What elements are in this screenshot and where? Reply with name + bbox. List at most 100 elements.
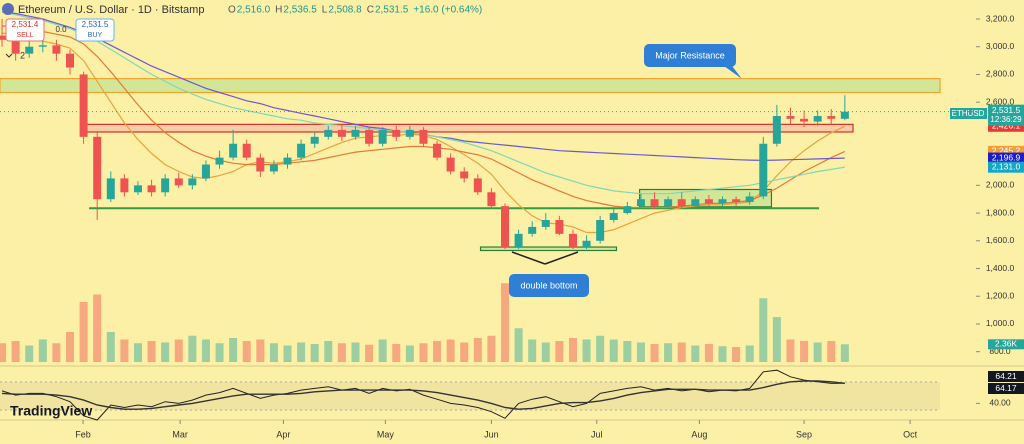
candle-body (297, 143, 306, 158)
candle-body (419, 129, 428, 144)
volume-bar (201, 339, 210, 362)
zone (80, 123, 854, 133)
ticker-tag (950, 108, 987, 119)
x-tick-label: May (377, 429, 395, 439)
x-tick-label: Sep (796, 429, 812, 439)
candle-body (541, 220, 550, 227)
x-tick-label: Jul (591, 429, 603, 439)
volume-bar (66, 332, 75, 362)
volume-bar (732, 347, 741, 362)
volume-bar (79, 302, 88, 362)
volume-bar (11, 341, 20, 362)
volume-bar (800, 341, 809, 362)
candle-body (704, 199, 713, 204)
volume-bar (242, 341, 251, 362)
candle-body (568, 233, 577, 248)
price-tag-label: 2,131.0 (992, 161, 1021, 171)
spread: 0.0 (55, 25, 67, 34)
price-tag-label: 2.36K (995, 339, 1018, 349)
ohlc-item: +16.0 (+0.64%) (413, 5, 482, 16)
volume-bar (38, 339, 47, 362)
volume-bar (555, 341, 564, 362)
symbol: Ethereum / U.S. Dollar · 1D · Bitstamp (18, 4, 204, 16)
logo: TradingView (10, 403, 92, 419)
volume-bar (215, 343, 224, 362)
candle-body (106, 178, 115, 200)
ohlc-item: L (322, 5, 328, 16)
annotation: double bottom (520, 280, 577, 290)
candle-body (11, 39, 20, 54)
zone (479, 246, 618, 252)
candle-body (582, 240, 591, 248)
candle-body (215, 157, 224, 165)
candle-body (174, 178, 183, 186)
volume-bar (25, 345, 34, 362)
volume-bar (419, 343, 428, 362)
volume-bar (772, 317, 781, 362)
candle-body (745, 196, 754, 202)
volume-bar (664, 343, 673, 362)
price-tag (988, 161, 1024, 173)
volume-bar (650, 344, 659, 362)
y-tick-label: 3,000.0 (986, 41, 1015, 51)
volume-bar (813, 342, 822, 362)
volume-bar (460, 342, 469, 362)
rsi-tag (988, 383, 1024, 394)
sell-button[interactable] (5, 18, 45, 42)
callout-box (644, 44, 736, 67)
sell-price: 2,531.4 (12, 20, 39, 29)
volume-bar (704, 344, 713, 362)
x-tick-label: Apr (276, 429, 290, 439)
candle-body (392, 129, 401, 137)
symbol-icon (2, 3, 14, 15)
candle-body (324, 129, 333, 137)
y-tick-label: 2,600.0 (986, 96, 1015, 106)
y-tick-label: 2,800.0 (986, 69, 1015, 79)
candle-body (79, 74, 88, 137)
plot (0, 11, 941, 421)
annotation: Major Resistance (655, 50, 725, 60)
price-tag (988, 145, 1024, 157)
x-tick-label: Feb (75, 429, 91, 439)
candle-body (677, 199, 686, 207)
candle-body (636, 199, 645, 207)
price-tag (988, 339, 1024, 350)
candle-body (840, 111, 849, 119)
volume-bar (93, 294, 102, 362)
ohlc-item: 2,508.8 (328, 5, 362, 16)
y-tick-label: 1,600.0 (986, 235, 1015, 245)
volume-bar (52, 343, 61, 362)
volume-bar (541, 342, 550, 362)
candle-body (38, 45, 47, 47)
buy-price: 2,531.5 (82, 20, 109, 29)
volume-bar (596, 335, 605, 362)
buy-button[interactable] (75, 18, 115, 42)
volume-bar (256, 339, 265, 362)
candle-body (813, 116, 822, 122)
candle-body (528, 226, 537, 234)
volume-bar (786, 339, 795, 362)
volume-bar (269, 343, 278, 362)
volume-bar (283, 345, 292, 362)
volume-bar (609, 339, 618, 362)
candle-body (650, 199, 659, 207)
candle-body (473, 178, 482, 193)
candle-body (609, 213, 618, 221)
countdown: 12:36:29 (990, 115, 1022, 124)
ohlc-item: H (275, 5, 282, 16)
volume-bar (0, 343, 7, 362)
candle-body (759, 143, 768, 197)
candle-body (718, 199, 727, 204)
candle-body (623, 206, 632, 214)
candle-body (378, 129, 387, 144)
volume-bar (229, 338, 238, 362)
candle-body (93, 136, 102, 200)
zone (0, 78, 941, 94)
rsi-tag-label: 64.17 (995, 383, 1017, 393)
y-tick-label: 2,000.0 (986, 180, 1015, 190)
indicator-toggle[interactable] (5, 53, 13, 58)
ohlc-item: O (228, 5, 236, 16)
volume-bar (827, 341, 836, 362)
candle-body (52, 45, 61, 54)
candle-body (664, 199, 673, 207)
